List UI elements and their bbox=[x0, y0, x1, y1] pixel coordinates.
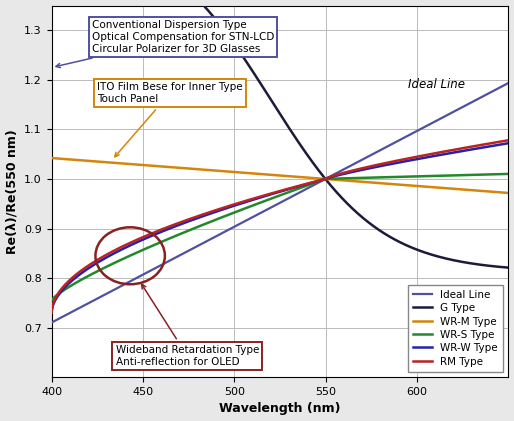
Ideal Line bbox=[354, 160, 360, 165]
Line: WR-W Type: WR-W Type bbox=[51, 143, 508, 313]
Line: WR-M Type: WR-M Type bbox=[51, 158, 508, 193]
WR-M Type bbox=[354, 179, 360, 184]
WR-W Type bbox=[505, 141, 511, 146]
RM Type bbox=[130, 239, 136, 244]
X-axis label: Wavelength (nm): Wavelength (nm) bbox=[219, 402, 341, 416]
Ideal Line bbox=[505, 80, 511, 85]
WR-S Type bbox=[393, 174, 399, 179]
G Type bbox=[505, 265, 511, 270]
WR-W Type bbox=[255, 196, 261, 201]
G Type bbox=[393, 237, 399, 242]
G Type bbox=[354, 210, 360, 215]
Ideal Line bbox=[48, 320, 54, 325]
WR-M Type bbox=[318, 176, 324, 181]
WR-W Type bbox=[166, 226, 172, 231]
WR-S Type bbox=[130, 252, 136, 257]
WR-S Type bbox=[166, 236, 172, 241]
Line: RM Type: RM Type bbox=[51, 140, 508, 313]
G Type bbox=[318, 171, 324, 176]
Text: Conventional Dispersion Type
Optical Compensation for STN-LCD
Circular Polarizer: Conventional Dispersion Type Optical Com… bbox=[56, 21, 274, 67]
Y-axis label: Re(λ)/Re(550 nm): Re(λ)/Re(550 nm) bbox=[6, 129, 19, 254]
WR-S Type bbox=[354, 176, 360, 181]
WR-W Type bbox=[318, 178, 324, 183]
Ideal Line bbox=[130, 277, 136, 282]
RM Type bbox=[393, 158, 399, 163]
WR-M Type bbox=[166, 165, 172, 170]
Ideal Line bbox=[393, 140, 399, 145]
RM Type bbox=[166, 224, 172, 229]
WR-S Type bbox=[318, 178, 324, 183]
RM Type bbox=[318, 178, 324, 183]
WR-M Type bbox=[48, 155, 54, 160]
WR-S Type bbox=[505, 171, 511, 176]
Line: Ideal Line: Ideal Line bbox=[51, 83, 508, 322]
WR-S Type bbox=[48, 298, 54, 303]
Ideal Line bbox=[166, 258, 172, 264]
WR-M Type bbox=[130, 162, 136, 167]
WR-S Type bbox=[255, 201, 261, 206]
Line: G Type: G Type bbox=[51, 0, 508, 268]
Legend: Ideal Line, G Type, WR-M Type, WR-S Type, WR-W Type, RM Type: Ideal Line, G Type, WR-M Type, WR-S Type… bbox=[408, 285, 503, 372]
WR-W Type bbox=[354, 168, 360, 173]
Ideal Line bbox=[318, 179, 324, 184]
RM Type bbox=[354, 167, 360, 172]
WR-W Type bbox=[393, 160, 399, 165]
WR-W Type bbox=[48, 310, 54, 315]
WR-M Type bbox=[393, 182, 399, 187]
Text: Ideal Line: Ideal Line bbox=[408, 78, 465, 91]
Line: WR-S Type: WR-S Type bbox=[51, 174, 508, 300]
RM Type bbox=[505, 138, 511, 143]
WR-W Type bbox=[130, 242, 136, 247]
RM Type bbox=[48, 310, 54, 315]
Text: ITO Film Bese for Inner Type
Touch Panel: ITO Film Bese for Inner Type Touch Panel bbox=[97, 83, 243, 157]
G Type bbox=[255, 77, 261, 83]
RM Type bbox=[255, 195, 261, 200]
Ideal Line bbox=[255, 212, 261, 217]
Text: Wideband Retardation Type
Anti-reflection for OLED: Wideband Retardation Type Anti-reflectio… bbox=[116, 284, 259, 367]
WR-M Type bbox=[255, 171, 261, 176]
WR-M Type bbox=[505, 190, 511, 195]
